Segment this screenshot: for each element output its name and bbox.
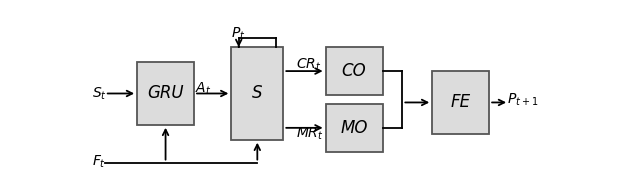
Bar bbox=[137, 62, 194, 125]
Text: $S_t$: $S_t$ bbox=[92, 85, 108, 102]
Text: MO: MO bbox=[340, 119, 368, 137]
Text: $A_t$: $A_t$ bbox=[195, 81, 211, 97]
Bar bbox=[432, 71, 489, 134]
Text: $MR_t$: $MR_t$ bbox=[296, 126, 323, 142]
Text: $F_t$: $F_t$ bbox=[92, 154, 106, 170]
Text: FE: FE bbox=[451, 94, 471, 111]
Text: S: S bbox=[252, 85, 262, 102]
Bar bbox=[326, 104, 383, 152]
Text: $P_t$: $P_t$ bbox=[231, 26, 246, 42]
Text: CO: CO bbox=[342, 62, 367, 80]
Text: $CR_t$: $CR_t$ bbox=[296, 57, 321, 73]
Text: GRU: GRU bbox=[147, 85, 184, 102]
Text: $P_{t+1}$: $P_{t+1}$ bbox=[507, 91, 538, 108]
Bar bbox=[231, 47, 284, 140]
Bar bbox=[326, 47, 383, 95]
